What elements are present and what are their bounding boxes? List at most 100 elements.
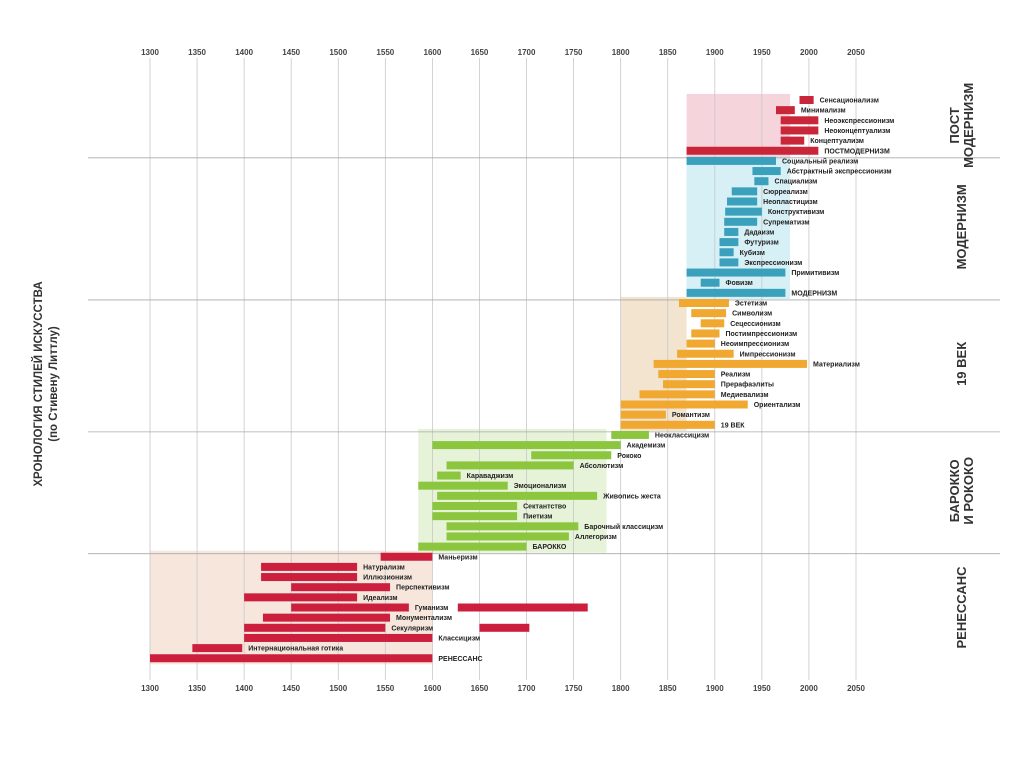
bar-25-0 xyxy=(677,349,734,358)
bar-label-26: Материализм xyxy=(813,361,860,368)
bar-label-44: БАРОККО xyxy=(533,544,567,551)
bar-label-17: Примитивизм xyxy=(791,270,839,277)
bar-label-46: Натурализм xyxy=(363,564,405,571)
bar-label-34: Академизм xyxy=(627,443,666,450)
bar-40-0 xyxy=(432,502,518,510)
bar-52-0 xyxy=(244,623,386,632)
bar-label-25: Импрессионизм xyxy=(740,351,796,358)
era-title-baroque: БАРОККО И РОКОКО xyxy=(947,457,976,525)
chart-subtitle: (по Стивену Литтлу) xyxy=(48,326,60,442)
bar-34-0 xyxy=(432,441,621,450)
bar-label-28: Прерафаэлиты xyxy=(721,382,774,389)
bar-50-1 xyxy=(457,603,588,612)
bar-label-30: Ориентализм xyxy=(754,402,801,409)
bar-55-0 xyxy=(150,654,433,663)
bar-label-31: Романтизм xyxy=(672,412,710,419)
bar-31-0 xyxy=(620,410,666,419)
bottom-tick-label-1600: 1600 xyxy=(424,684,442,693)
era-background-baroque xyxy=(418,428,607,553)
top-tick-label-1900: 1900 xyxy=(706,48,724,57)
bar-label-39: Живопись жеста xyxy=(602,493,661,500)
top-tick-label-1300: 1300 xyxy=(141,48,159,57)
bar-label-16: Экспрессионизм xyxy=(744,260,802,267)
bar-label-36: Абсолютизм xyxy=(580,462,624,470)
bar-label-55: РЕНЕССАНС xyxy=(438,656,482,663)
top-tick-label-2000: 2000 xyxy=(800,48,818,57)
bar-label-12: Супрематизм xyxy=(763,219,809,226)
bar-50-0 xyxy=(291,603,409,612)
bottom-tick-label-1850: 1850 xyxy=(659,684,677,693)
bar-label-49: Идеализм xyxy=(363,595,398,602)
bar-22-0 xyxy=(700,319,725,328)
era-title-postmodern: ПОСТ МОДЕРНИЗМ xyxy=(947,83,976,168)
bar-16-0 xyxy=(719,258,739,267)
bottom-tick-label-1750: 1750 xyxy=(565,684,583,693)
labels-layer: 1300 1300 1350 1350 1400 1400 1450 1450 1500 1500… xyxy=(141,48,976,693)
bar-label-48: Перспективизм xyxy=(396,585,450,592)
bar-52-1 xyxy=(479,623,530,632)
bar-24-0 xyxy=(686,339,715,348)
chart-title-group: ХРОНОЛОГИЯ СТИЛЕЙ ИСКУССТВА (по Стивену … xyxy=(32,281,60,486)
bar-0-0 xyxy=(799,96,814,104)
top-tick-label-1550: 1550 xyxy=(376,48,394,57)
bar-10-0 xyxy=(727,197,758,206)
era-title-line1-baroque: БАРОККО xyxy=(947,459,962,522)
bar-label-37: Караваджизм xyxy=(467,473,514,480)
bar-label-23: Постимпрессионизм xyxy=(726,331,798,338)
bottom-tick-label-1350: 1350 xyxy=(188,684,206,693)
bar-label-38: Эмоционализм xyxy=(514,483,567,490)
bar-32-0 xyxy=(620,420,715,429)
bar-38-0 xyxy=(418,481,508,490)
era-title-line2-postmodern: МОДЕРНИЗМ xyxy=(961,83,976,168)
era-title-text-renaissance: РЕНЕССАНС xyxy=(954,566,969,649)
bar-label-14: Футуризм xyxy=(744,240,778,247)
bar-12-0 xyxy=(724,217,758,226)
bar-53-0 xyxy=(244,633,433,642)
bar-label-6: Социальный реализм xyxy=(782,157,858,165)
chart-title: ХРОНОЛОГИЯ СТИЛЕЙ ИСКУССТВА xyxy=(32,281,45,486)
bar-label-54: Интернациональная готика xyxy=(248,646,343,653)
bar-14-0 xyxy=(719,238,739,247)
top-tick-label-1950: 1950 xyxy=(753,48,771,57)
era-background-postmodern xyxy=(686,93,791,157)
bar-21-0 xyxy=(691,309,727,318)
bar-label-29: Медиевализм xyxy=(721,392,769,399)
bar-label-20: Эстетизм xyxy=(735,301,767,308)
bottom-tick-label-2050: 2050 xyxy=(847,684,865,693)
bar-label-24: Неоимпрессионизм xyxy=(721,341,789,348)
bar-3-0 xyxy=(780,126,819,135)
bar-label-21: Символизм xyxy=(732,311,772,318)
bar-18-0 xyxy=(700,278,720,287)
bar-label-2: Неоэкспрессионизм xyxy=(824,118,894,125)
bar-30-0 xyxy=(620,400,748,409)
bar-label-10: Неопластицизм xyxy=(763,199,818,206)
bar-label-45: Маньеризм xyxy=(438,554,477,561)
top-tick-label-1800: 1800 xyxy=(612,48,630,57)
bar-6-0 xyxy=(686,156,776,165)
bottom-tick-label-1950: 1950 xyxy=(753,684,771,693)
bar-label-40: Сектантство xyxy=(523,504,566,511)
bar-5-0 xyxy=(686,146,819,155)
bar-13-0 xyxy=(724,227,739,236)
bar-label-7: Абстрактный экспрессионизм xyxy=(787,168,892,176)
bar-26-0 xyxy=(653,359,808,368)
bar-label-35: Рококо xyxy=(617,453,641,460)
top-tick-label-1400: 1400 xyxy=(235,48,253,57)
era-title-text-c19: 19 ВЕК xyxy=(954,342,969,386)
bottom-tick-label-1650: 1650 xyxy=(471,684,489,693)
bar-label-32: 19 ВЕК xyxy=(721,422,745,429)
bar-label-50: Гуманизм xyxy=(415,605,449,612)
bar-44-0 xyxy=(418,542,527,551)
era-title-modern: МОДЕРНИЗМ xyxy=(954,184,969,269)
bottom-tick-label-2000: 2000 xyxy=(800,684,818,693)
bar-label-5: ПОСТМОДЕРНИЗМ xyxy=(824,148,890,155)
bar-label-43: Аллегоризм xyxy=(575,534,617,541)
bar-4-0 xyxy=(780,136,805,145)
bar-37-0 xyxy=(437,471,461,480)
bar-label-33: Неоклассицизм xyxy=(655,432,709,439)
bottom-tick-label-1800: 1800 xyxy=(612,684,630,693)
bar-label-0: Сенсационализм xyxy=(820,98,879,105)
bar-23-0 xyxy=(691,329,720,338)
bar-label-22: Сецессионизм xyxy=(730,321,780,328)
